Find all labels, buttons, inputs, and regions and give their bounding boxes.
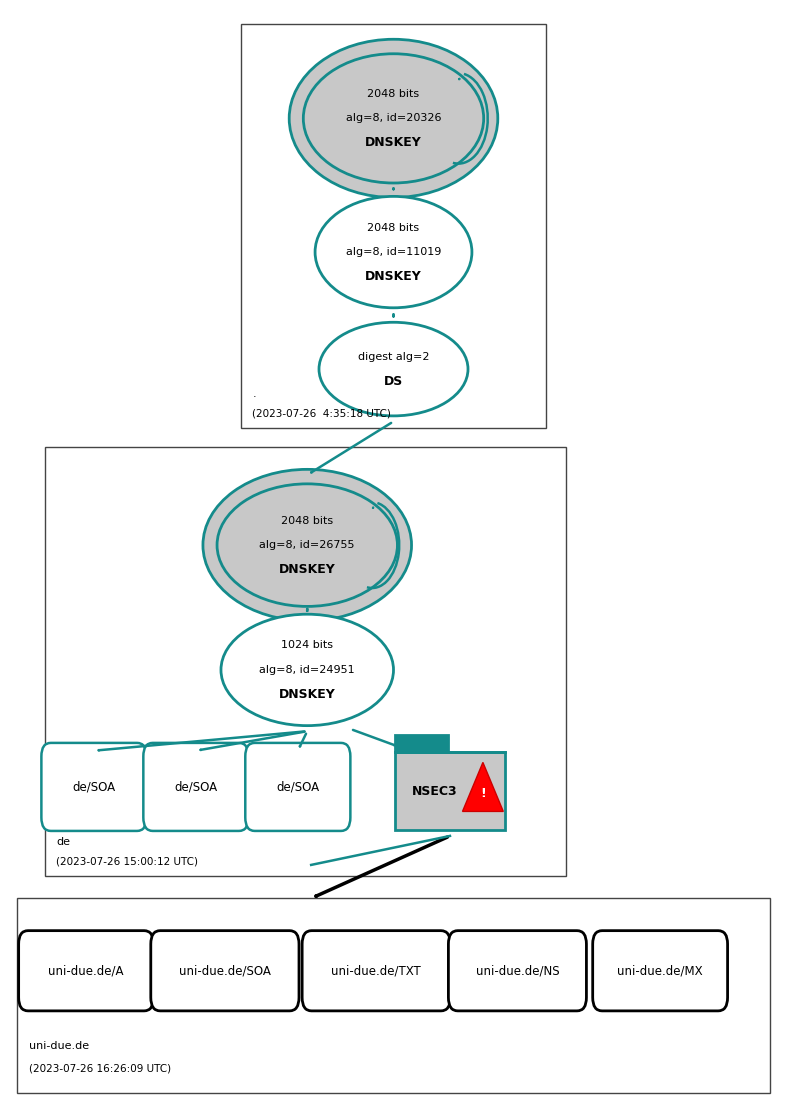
FancyBboxPatch shape [593,930,727,1011]
FancyBboxPatch shape [395,735,448,753]
Text: de/SOA: de/SOA [276,781,320,793]
Text: (2023-07-26 15:00:12 UTC): (2023-07-26 15:00:12 UTC) [57,857,198,867]
Text: uni-due.de/TXT: uni-due.de/TXT [331,964,421,977]
Ellipse shape [217,484,397,607]
Ellipse shape [315,197,472,308]
Ellipse shape [289,39,498,198]
Text: de: de [57,837,70,847]
Text: digest alg=2: digest alg=2 [358,352,429,362]
Text: DNSKEY: DNSKEY [365,270,422,283]
Text: alg=8, id=20326: alg=8, id=20326 [345,114,442,123]
Text: uni-due.de/SOA: uni-due.de/SOA [179,964,271,977]
Bar [17,898,770,1094]
Ellipse shape [303,54,484,183]
Text: DNSKEY: DNSKEY [279,563,335,576]
FancyBboxPatch shape [449,930,586,1011]
Text: 2048 bits: 2048 bits [368,222,419,232]
Text: NSEC3: NSEC3 [412,785,457,798]
Ellipse shape [319,323,468,416]
Text: (2023-07-26  4:35:18 UTC): (2023-07-26 4:35:18 UTC) [253,409,391,419]
Text: 2048 bits: 2048 bits [368,89,419,99]
Text: uni-due.de/A: uni-due.de/A [48,964,124,977]
Text: DNSKEY: DNSKEY [365,136,422,150]
FancyBboxPatch shape [151,930,299,1011]
Text: alg=8, id=26755: alg=8, id=26755 [260,541,355,551]
Text: DNSKEY: DNSKEY [279,688,335,701]
Ellipse shape [203,469,412,621]
Ellipse shape [221,614,394,726]
Text: uni-due.de/NS: uni-due.de/NS [475,964,560,977]
Text: DS: DS [384,375,403,388]
Polygon shape [463,763,504,811]
Text: .: . [253,389,256,399]
Text: !: ! [480,787,486,800]
Text: de/SOA: de/SOA [72,781,116,793]
Text: alg=8, id=11019: alg=8, id=11019 [345,247,442,257]
Bar [241,23,546,428]
Text: de/SOA: de/SOA [174,781,217,793]
Text: 1024 bits: 1024 bits [281,640,333,650]
Text: 2048 bits: 2048 bits [281,516,334,526]
Text: uni-due.de/MX: uni-due.de/MX [617,964,703,977]
Text: (2023-07-26 16:26:09 UTC): (2023-07-26 16:26:09 UTC) [29,1063,171,1073]
FancyBboxPatch shape [19,930,153,1011]
Text: uni-due.de: uni-due.de [29,1041,89,1051]
Text: alg=8, id=24951: alg=8, id=24951 [260,665,355,675]
FancyBboxPatch shape [42,743,146,831]
FancyBboxPatch shape [302,930,450,1011]
FancyBboxPatch shape [246,743,350,831]
Bar [45,447,566,876]
FancyBboxPatch shape [395,753,504,830]
FancyBboxPatch shape [143,743,249,831]
